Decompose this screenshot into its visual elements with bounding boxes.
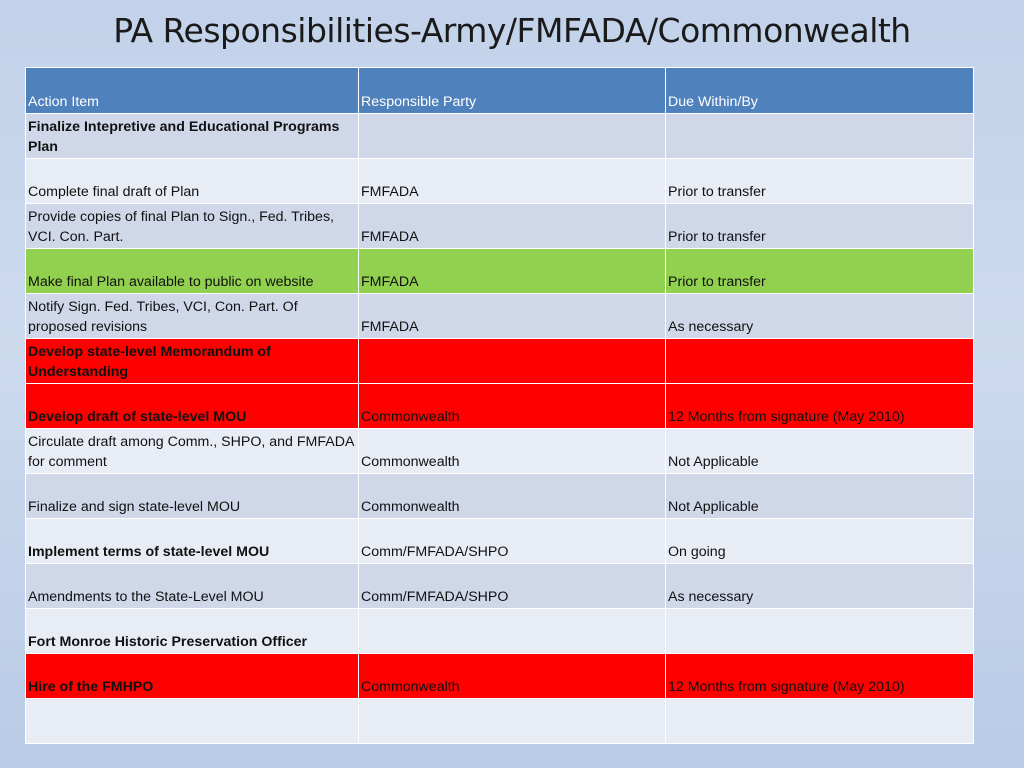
due-cell	[665, 698, 974, 744]
due-cell: On going	[665, 518, 974, 564]
table-row-highlighted-red: Develop state-level Memorandum of Unders…	[25, 338, 974, 384]
due-cell: As necessary	[665, 563, 974, 609]
responsibilities-table: Action Item Responsible Party Due Within…	[25, 67, 974, 744]
action-cell: Make final Plan available to public on w…	[25, 248, 359, 294]
action-cell: Fort Monroe Historic Preservation Office…	[25, 608, 359, 654]
action-cell	[25, 698, 359, 744]
due-cell: Not Applicable	[665, 428, 974, 474]
party-cell: FMFADA	[358, 248, 666, 294]
slide-title: PA Responsibilities-Army/FMFADA/Commonwe…	[113, 11, 911, 50]
action-cell: Implement terms of state-level MOU	[25, 518, 359, 564]
table-row-highlighted-red: Hire of the FMHPO Commonwealth 12 Months…	[25, 653, 974, 699]
action-cell: Develop draft of state-level MOU	[25, 383, 359, 429]
action-cell: Complete final draft of Plan	[25, 158, 359, 204]
due-cell	[665, 113, 974, 159]
due-cell: As necessary	[665, 293, 974, 339]
due-cell: Prior to transfer	[665, 203, 974, 249]
due-cell: Prior to transfer	[665, 248, 974, 294]
table-row: Provide copies of final Plan to Sign., F…	[25, 203, 974, 249]
action-cell: Develop state-level Memorandum of Unders…	[25, 338, 359, 384]
party-cell: Comm/FMFADA/SHPO	[358, 563, 666, 609]
table-row: Implement terms of state-level MOU Comm/…	[25, 518, 974, 564]
table-row: Notify Sign. Fed. Tribes, VCI, Con. Part…	[25, 293, 974, 339]
table-row: Complete final draft of Plan FMFADA Prio…	[25, 158, 974, 204]
table-row: Finalize Intepretive and Educational Pro…	[25, 113, 974, 159]
action-cell: Finalize Intepretive and Educational Pro…	[25, 113, 359, 159]
due-cell: 12 Months from signature (May 2010)	[665, 383, 974, 429]
action-cell: Finalize and sign state-level MOU	[25, 473, 359, 519]
due-cell	[665, 608, 974, 654]
party-cell	[358, 608, 666, 654]
due-cell: Prior to transfer	[665, 158, 974, 204]
party-cell	[358, 113, 666, 159]
table-row: Circulate draft among Comm., SHPO, and F…	[25, 428, 974, 474]
party-cell: Comm/FMFADA/SHPO	[358, 518, 666, 564]
party-cell: Commonwealth	[358, 428, 666, 474]
column-header-action-item: Action Item	[25, 67, 359, 114]
table-row-highlighted-red: Develop draft of state-level MOU Commonw…	[25, 383, 974, 429]
table-header-row: Action Item Responsible Party Due Within…	[25, 67, 974, 114]
due-cell: Not Applicable	[665, 473, 974, 519]
party-cell: Commonwealth	[358, 473, 666, 519]
party-cell	[358, 698, 666, 744]
action-cell: Notify Sign. Fed. Tribes, VCI, Con. Part…	[25, 293, 359, 339]
party-cell: Commonwealth	[358, 653, 666, 699]
party-cell: Commonwealth	[358, 383, 666, 429]
party-cell: FMFADA	[358, 203, 666, 249]
table-row-empty	[25, 698, 974, 744]
action-cell: Hire of the FMHPO	[25, 653, 359, 699]
party-cell: FMFADA	[358, 158, 666, 204]
due-cell: 12 Months from signature (May 2010)	[665, 653, 974, 699]
table-row: Amendments to the State-Level MOU Comm/F…	[25, 563, 974, 609]
party-cell: FMFADA	[358, 293, 666, 339]
due-cell	[665, 338, 974, 384]
table-row: Fort Monroe Historic Preservation Office…	[25, 608, 974, 654]
column-header-due-within-by: Due Within/By	[665, 67, 974, 114]
party-cell	[358, 338, 666, 384]
column-header-responsible-party: Responsible Party	[358, 67, 666, 114]
table-row: Finalize and sign state-level MOU Common…	[25, 473, 974, 519]
action-cell: Circulate draft among Comm., SHPO, and F…	[25, 428, 359, 474]
action-cell: Provide copies of final Plan to Sign., F…	[25, 203, 359, 249]
table-row-highlighted-green: Make final Plan available to public on w…	[25, 248, 974, 294]
action-cell: Amendments to the State-Level MOU	[25, 563, 359, 609]
